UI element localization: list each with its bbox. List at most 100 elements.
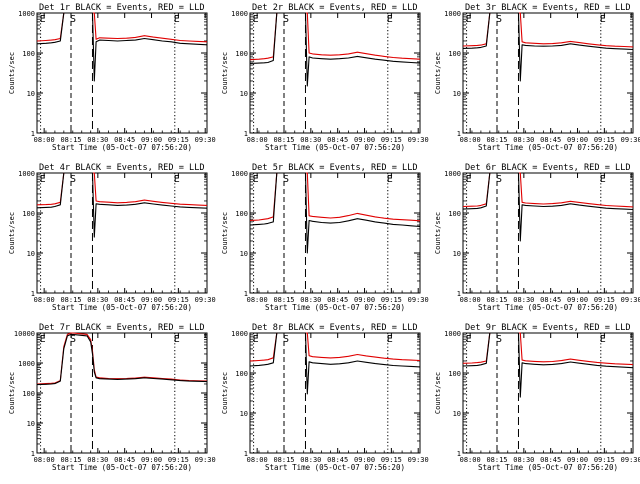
- x-tick-label: 08:30: [300, 136, 321, 144]
- detector-panel: Det 6r BLACK = Events, RED = LLD 1 10 100 10…: [434, 163, 640, 312]
- time-marker-label: E: [174, 334, 180, 345]
- y-tick-label: 1000: [18, 10, 35, 18]
- x-tick-label: 08:30: [513, 136, 534, 144]
- y-tick-label: 1: [31, 130, 35, 138]
- time-marker-label: E: [40, 14, 46, 25]
- detector-panel: Det 5r BLACK = Events, RED = LLD 1 10 100 10…: [221, 163, 429, 312]
- panel-title: Det 5r BLACK = Events, RED = LLD: [252, 163, 418, 173]
- x-tick-label: 08:15: [273, 296, 294, 304]
- time-marker-label: E: [387, 334, 393, 345]
- x-tick-label: 08:15: [486, 456, 507, 464]
- time-marker-label: E: [466, 174, 472, 185]
- y-tick-label: 1000: [444, 330, 461, 338]
- x-tick-label: 08:00: [247, 296, 268, 304]
- plot-frame: [462, 172, 634, 294]
- x-tick-label: 09:15: [594, 456, 615, 464]
- x-tick-label: 09:30: [195, 296, 216, 304]
- x-tick-label: 08:45: [327, 296, 348, 304]
- x-tick-label: 09:15: [381, 456, 402, 464]
- x-tick-label: 08:30: [300, 296, 321, 304]
- panel-title: Det 1r BLACK = Events, RED = LLD: [39, 3, 205, 13]
- y-tick-label: 100: [22, 50, 35, 58]
- time-marker-label: S: [70, 14, 76, 25]
- x-tick-label: 08:00: [460, 296, 481, 304]
- x-tick-label: 09:00: [567, 136, 588, 144]
- detector-panel: Det 7r BLACK = Events, RED = LLD 1 10 100 10…: [8, 323, 216, 472]
- x-tick-label: 08:45: [114, 456, 135, 464]
- x-tick-label: 09:30: [621, 456, 640, 464]
- time-marker-label: E: [466, 14, 472, 25]
- plot-frame: [36, 332, 208, 454]
- plot-frame: [36, 172, 208, 294]
- y-axis-label: Counts/sec: [221, 372, 229, 414]
- y-tick-label: 10: [453, 250, 461, 258]
- events-series-line: [36, 333, 208, 386]
- events-series-line: [462, 332, 634, 398]
- y-tick-label: 100: [235, 370, 248, 378]
- time-marker-label: E: [40, 334, 46, 345]
- detector-panel: Det 9r BLACK = Events, RED = LLD 1 10 100 10…: [434, 323, 640, 472]
- y-tick-label: 1000: [231, 170, 248, 178]
- y-tick-label: 1000: [18, 360, 35, 368]
- panel-title: Det 2r BLACK = Events, RED = LLD: [252, 3, 418, 13]
- events-series-line: [36, 12, 208, 82]
- x-tick-label: 08:15: [486, 296, 507, 304]
- y-tick-label: 1: [244, 450, 248, 458]
- y-tick-label: 1000: [18, 170, 35, 178]
- panel-title: Det 9r BLACK = Events, RED = LLD: [465, 323, 631, 333]
- x-tick-label: 09:00: [567, 456, 588, 464]
- panel-title: Det 3r BLACK = Events, RED = LLD: [465, 3, 631, 13]
- y-tick-label: 100: [235, 210, 248, 218]
- x-tick-label: 09:00: [567, 296, 588, 304]
- y-axis-label: Counts/sec: [434, 372, 442, 414]
- time-marker-label: S: [70, 174, 76, 185]
- x-tick-label: 08:30: [513, 456, 534, 464]
- time-marker-label: S: [283, 174, 289, 185]
- time-marker-label: E: [174, 14, 180, 25]
- y-tick-label: 10: [27, 90, 35, 98]
- x-tick-label: 09:00: [354, 296, 375, 304]
- y-tick-label: 1000: [231, 10, 248, 18]
- x-tick-label: 09:15: [168, 456, 189, 464]
- y-tick-label: 1: [244, 130, 248, 138]
- y-tick-label: 10: [27, 250, 35, 258]
- y-tick-label: 1000: [444, 10, 461, 18]
- panel-title: Det 4r BLACK = Events, RED = LLD: [39, 163, 205, 173]
- time-marker-label: E: [253, 14, 259, 25]
- time-marker-label: E: [253, 334, 259, 345]
- x-tick-label: 08:30: [87, 456, 108, 464]
- y-axis-label: Counts/sec: [8, 212, 16, 254]
- y-tick-label: 100: [448, 50, 461, 58]
- panel-title: Det 6r BLACK = Events, RED = LLD: [465, 163, 631, 173]
- panel-title: Det 7r BLACK = Events, RED = LLD: [39, 323, 205, 333]
- y-tick-label: 100: [235, 50, 248, 58]
- y-tick-label: 1000: [231, 330, 248, 338]
- x-tick-label: 09:30: [621, 136, 640, 144]
- x-tick-label: 09:30: [621, 296, 640, 304]
- plot-frame: [36, 12, 208, 134]
- x-tick-label: 08:15: [273, 456, 294, 464]
- x-tick-label: 09:30: [408, 296, 429, 304]
- x-tick-label: 08:45: [540, 456, 561, 464]
- x-tick-label: 08:00: [34, 136, 55, 144]
- x-tick-label: 08:45: [114, 136, 135, 144]
- x-tick-label: 09:30: [408, 136, 429, 144]
- x-tick-label: 08:30: [87, 136, 108, 144]
- time-marker-label: S: [496, 334, 502, 345]
- time-marker-label: E: [40, 174, 46, 185]
- x-tick-label: 08:00: [460, 136, 481, 144]
- events-series-line: [249, 12, 421, 87]
- events-series-line: [462, 172, 634, 242]
- time-marker-label: E: [253, 174, 259, 185]
- events-series-line: [249, 332, 421, 395]
- x-tick-label: 09:30: [408, 456, 429, 464]
- events-series-line: [36, 172, 208, 238]
- x-axis-label: Start Time (05-Oct-07 07:56:20): [478, 303, 618, 312]
- x-axis-label: Start Time (05-Oct-07 07:56:20): [478, 143, 618, 152]
- x-tick-label: 08:45: [327, 136, 348, 144]
- x-tick-label: 09:00: [141, 296, 162, 304]
- y-tick-label: 100: [448, 210, 461, 218]
- y-tick-label: 100: [448, 370, 461, 378]
- y-tick-label: 10000: [14, 330, 35, 338]
- x-tick-label: 08:15: [60, 136, 81, 144]
